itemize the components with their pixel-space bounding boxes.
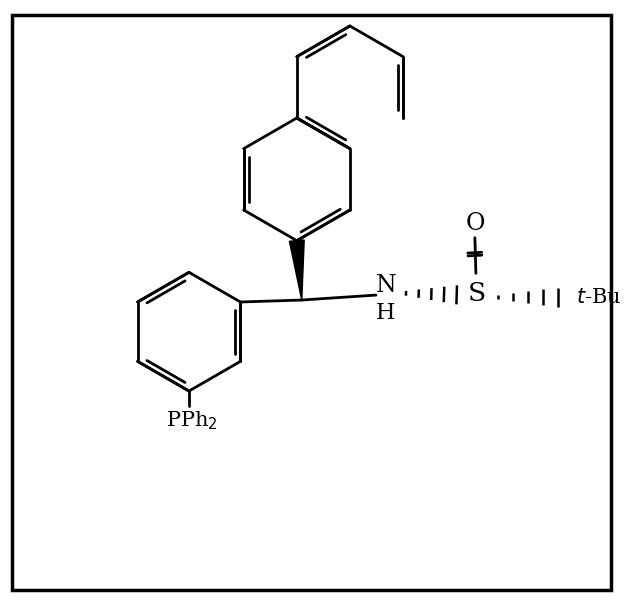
Text: N: N [375,273,396,296]
Text: $t$-Bu: $t$-Bu [576,287,621,307]
Text: S: S [468,281,486,306]
Text: O: O [465,212,484,235]
Text: H: H [376,302,396,324]
Text: PPh$_2$: PPh$_2$ [166,410,218,433]
Polygon shape [289,240,304,300]
